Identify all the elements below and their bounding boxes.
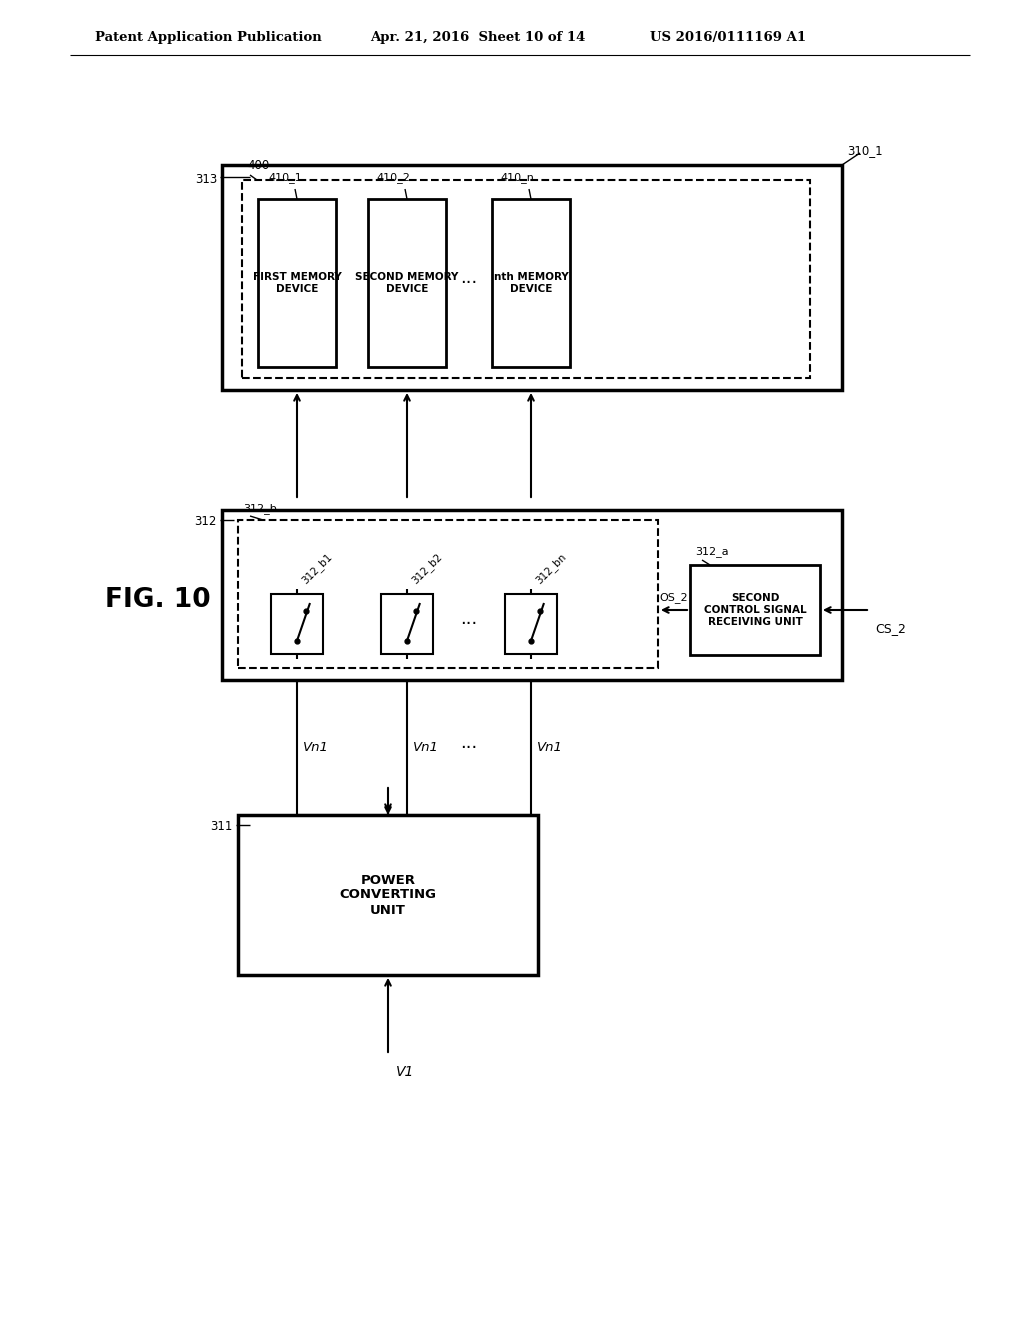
Text: Vn1: Vn1 <box>537 741 563 754</box>
Text: V1: V1 <box>396 1065 415 1078</box>
Text: 312: 312 <box>195 515 217 528</box>
Text: 311: 311 <box>211 820 233 833</box>
Bar <box>492 199 570 367</box>
Text: 410_2: 410_2 <box>376 172 410 183</box>
Text: 410_n: 410_n <box>500 172 534 183</box>
Bar <box>238 814 538 975</box>
Bar <box>222 165 842 389</box>
Bar <box>222 510 842 680</box>
Bar <box>238 520 658 668</box>
Text: FIRST MEMORY
DEVICE: FIRST MEMORY DEVICE <box>253 272 341 294</box>
Text: Apr. 21, 2016  Sheet 10 of 14: Apr. 21, 2016 Sheet 10 of 14 <box>370 30 586 44</box>
Bar <box>690 565 820 655</box>
Bar <box>505 594 557 653</box>
Text: 312_a: 312_a <box>695 546 729 557</box>
Text: US 2016/0111169 A1: US 2016/0111169 A1 <box>650 30 806 44</box>
Text: CS_2: CS_2 <box>874 622 906 635</box>
Text: SECOND
CONTROL SIGNAL
RECEIVING UNIT: SECOND CONTROL SIGNAL RECEIVING UNIT <box>703 594 806 627</box>
Text: Patent Application Publication: Patent Application Publication <box>95 30 322 44</box>
Bar <box>242 180 810 378</box>
Bar <box>271 594 323 653</box>
Text: 312_b1: 312_b1 <box>299 552 334 586</box>
Bar <box>258 199 336 367</box>
Text: FIG. 10: FIG. 10 <box>105 587 211 612</box>
Text: 313: 313 <box>195 173 217 186</box>
Text: ···: ··· <box>461 738 477 756</box>
Text: ···: ··· <box>461 615 477 634</box>
Bar <box>368 199 446 367</box>
Text: ···: ··· <box>461 275 477 292</box>
Text: Vn1: Vn1 <box>413 741 439 754</box>
Text: 312_b: 312_b <box>243 503 276 513</box>
Text: Vn1: Vn1 <box>303 741 329 754</box>
Text: 410_1: 410_1 <box>268 172 302 183</box>
Bar <box>381 594 433 653</box>
Text: 310_1: 310_1 <box>847 144 883 157</box>
Text: 312_b2: 312_b2 <box>409 552 443 586</box>
Text: POWER
CONVERTING
UNIT: POWER CONVERTING UNIT <box>340 874 436 916</box>
Text: OS_2: OS_2 <box>659 593 688 603</box>
Text: 400: 400 <box>247 158 269 172</box>
Text: SECOND MEMORY
DEVICE: SECOND MEMORY DEVICE <box>355 272 459 294</box>
Text: nth MEMORY
DEVICE: nth MEMORY DEVICE <box>494 272 568 294</box>
Text: 312_bn: 312_bn <box>534 552 568 586</box>
